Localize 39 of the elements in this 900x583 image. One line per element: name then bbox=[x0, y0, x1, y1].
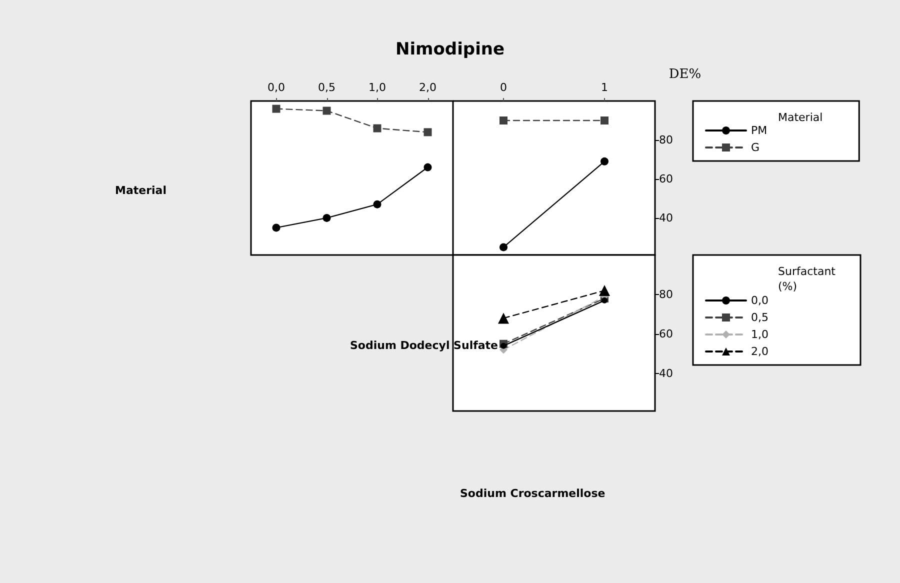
legend-title: Surfactant (%) bbox=[778, 265, 839, 293]
point bbox=[600, 116, 608, 124]
legend-label: G bbox=[751, 141, 760, 154]
x-tick-label: 1,0 bbox=[368, 81, 386, 94]
point bbox=[500, 116, 508, 124]
y-tick-label: 80 bbox=[659, 288, 673, 301]
point bbox=[500, 342, 506, 349]
legend-label: 0,5 bbox=[751, 311, 768, 324]
legend-label: 2,0 bbox=[751, 345, 768, 358]
point bbox=[322, 106, 331, 115]
legend-label: 0,0 bbox=[751, 294, 768, 307]
y-axis-title: Sodium Dodecyl Sulfate bbox=[350, 339, 498, 352]
x-axis-title: Sodium Croscarmellose bbox=[460, 487, 606, 500]
point bbox=[600, 157, 608, 166]
y-tick-label: 80 bbox=[659, 133, 673, 146]
point bbox=[373, 124, 382, 132]
x-tick-label: 1 bbox=[601, 81, 608, 94]
legend-label: 1,0 bbox=[751, 328, 768, 341]
y-tick-label: 60 bbox=[659, 172, 673, 186]
x-tick-label: 0 bbox=[500, 81, 507, 94]
x-tick-label: 2,0 bbox=[419, 81, 436, 94]
y-axis-title: DE% bbox=[668, 67, 702, 82]
y-axis-title: Material bbox=[115, 184, 166, 197]
x-tick-label: 0,5 bbox=[318, 81, 336, 94]
legend-label: PM bbox=[751, 124, 768, 137]
point bbox=[322, 214, 331, 222]
point bbox=[272, 224, 280, 232]
y-tick-label: 60 bbox=[659, 327, 673, 340]
point bbox=[500, 243, 508, 252]
point bbox=[424, 128, 432, 136]
point bbox=[373, 200, 382, 208]
legend-title: Material bbox=[778, 111, 823, 124]
y-tick-label: 40 bbox=[659, 211, 673, 224]
point bbox=[424, 163, 432, 172]
point bbox=[272, 104, 280, 113]
x-tick-label: 0,0 bbox=[268, 81, 285, 94]
y-tick-label: 40 bbox=[659, 366, 673, 380]
chart-title: Nimodipine bbox=[395, 40, 505, 60]
point bbox=[602, 297, 608, 304]
